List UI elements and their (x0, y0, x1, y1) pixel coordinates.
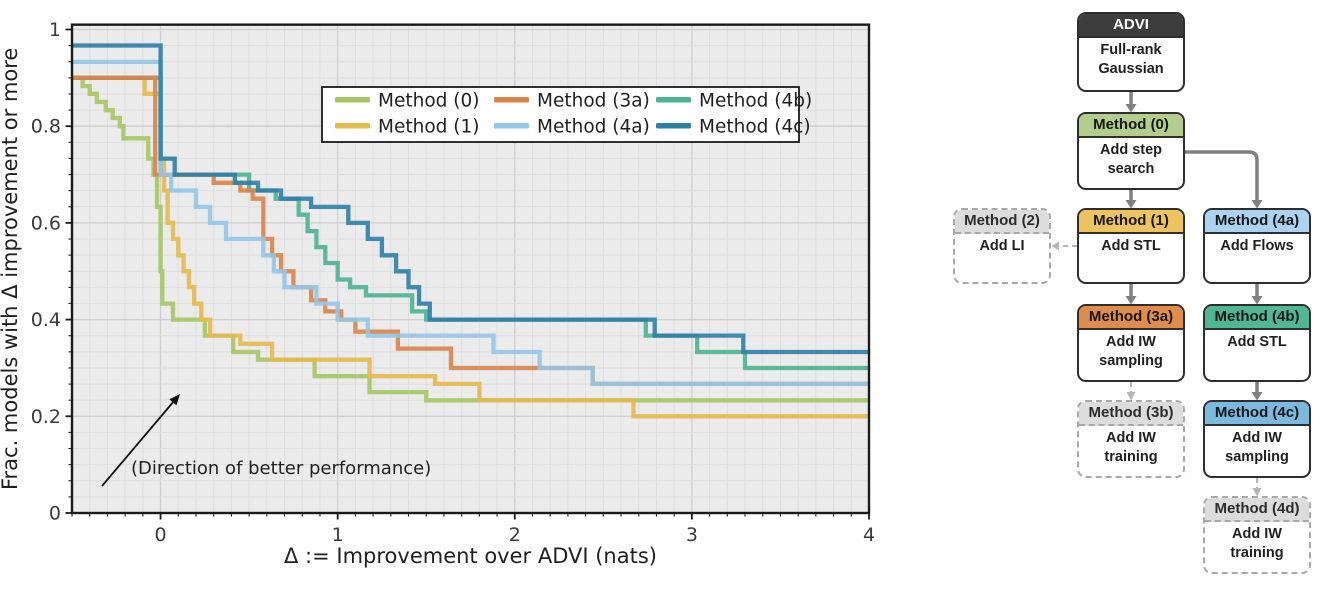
flow-node-m1: Method (1) Add STL (1077, 208, 1185, 284)
flow-node-m4d: Method (4d) Add IW training (1203, 496, 1311, 574)
flow-node-m4b: Method (4b) Add STL (1203, 304, 1311, 382)
performance-chart: 0 1 2 3 400.20.40.60.81Δ := Improvement over… (0, 19, 875, 568)
flow-node-m1-body: Add STL (1101, 237, 1161, 254)
arrowhead (1252, 488, 1262, 497)
arrowhead (1126, 392, 1136, 401)
x-axis-label: Δ := Improvement over ADVI (nats) (284, 544, 657, 568)
x-tick-label: 0 (155, 524, 167, 546)
legend-label-m3a: Method (3a) (537, 91, 650, 112)
arrowhead (1251, 200, 1263, 209)
arrowhead (1125, 296, 1137, 305)
flow-node-m4a-body: Add Flows (1220, 237, 1294, 254)
legend-swatch-m4b (656, 97, 691, 103)
flow-node-m2: Method (2) Add LI (953, 208, 1051, 284)
flow-node-m3b-body: Add IW training (1104, 429, 1158, 466)
flow-node-m4c-header: Method (4c) (1205, 402, 1309, 426)
y-axis-label: Frac. models with Δ improvement or more (0, 48, 22, 490)
edge-m0-m4a (1185, 150, 1259, 201)
legend-label-m4a: Method (4a) (537, 117, 650, 138)
flow-node-m4d-header: Method (4d) (1205, 498, 1309, 522)
direction-arrow (101, 401, 174, 487)
legend-label-m4c: Method (4c) (699, 117, 811, 138)
flow-node-m0: Method (0) Add step search (1077, 112, 1185, 190)
legend-swatch-m3a (494, 97, 529, 103)
legend-swatch-m0 (335, 97, 370, 103)
legend-swatch-m1 (335, 123, 370, 129)
flow-node-m4b-header: Method (4b) (1205, 306, 1309, 330)
flow-node-m4b-body: Add STL (1227, 333, 1287, 350)
x-tick-label: 3 (686, 524, 698, 546)
plot-frame (70, 23, 871, 515)
x-tick-label: 1 (332, 524, 344, 546)
x-tick-label: 2 (509, 524, 521, 546)
flow-node-m3a-body: Add IW sampling (1099, 333, 1163, 370)
flow-node-m2-header: Method (2) (955, 210, 1049, 234)
flow-node-advi: ADVI Full-rank Gaussian (1077, 12, 1185, 92)
legend-label-m4b: Method (4b) (699, 91, 812, 112)
y-tick-label: 0 (49, 503, 61, 525)
flow-node-m4c: Method (4c) Add IW sampling (1203, 400, 1311, 478)
y-tick-label: 0.6 (31, 212, 61, 234)
flow-node-m4d-body: Add IW training (1230, 525, 1284, 562)
flow-node-m0-body: Add step search (1099, 141, 1163, 178)
arrowhead (1251, 296, 1263, 305)
direction-arrowhead (169, 394, 180, 406)
flow-node-m2-body: Add LI (979, 237, 1025, 254)
y-tick-label: 1 (49, 19, 61, 41)
legend-swatch-m4c (656, 123, 691, 129)
series-m1 (72, 75, 869, 419)
direction-annotation: (Direction of better performance) (131, 458, 431, 479)
x-tick-label: 4 (863, 524, 875, 546)
flow-node-m4a: Method (4a) Add Flows (1203, 208, 1311, 284)
series-m4a (72, 59, 869, 387)
y-tick-label: 0.4 (31, 309, 61, 331)
legend-label-m0: Method (0) (378, 91, 479, 112)
arrowhead (1125, 200, 1137, 209)
legend-swatch-m4a (494, 123, 529, 129)
flow-node-advi-header: ADVI (1079, 14, 1183, 38)
legend-label-m1: Method (1) (378, 117, 479, 138)
flow-node-m3b: Method (3b) Add IW training (1077, 400, 1185, 478)
flow-node-m3b-header: Method (3b) (1079, 402, 1183, 426)
arrowhead (1251, 392, 1263, 401)
y-tick-label: 0.8 (31, 116, 61, 138)
series-m4c (72, 43, 869, 355)
arrowhead (1125, 104, 1137, 113)
flow-node-m3a-header: Method (3a) (1079, 306, 1183, 330)
flow-node-m4a-header: Method (4a) (1205, 210, 1309, 234)
flow-node-m3a: Method (3a) Add IW sampling (1077, 304, 1185, 382)
legend-box (321, 86, 800, 143)
arrowhead (1051, 241, 1059, 251)
flow-node-m4c-body: Add IW sampling (1225, 429, 1289, 466)
flow-node-m0-header: Method (0) (1079, 114, 1183, 138)
flow-node-advi-body: Full-rank Gaussian (1098, 41, 1164, 78)
flow-node-m1-header: Method (1) (1079, 210, 1183, 234)
y-tick-label: 0.2 (31, 406, 61, 428)
